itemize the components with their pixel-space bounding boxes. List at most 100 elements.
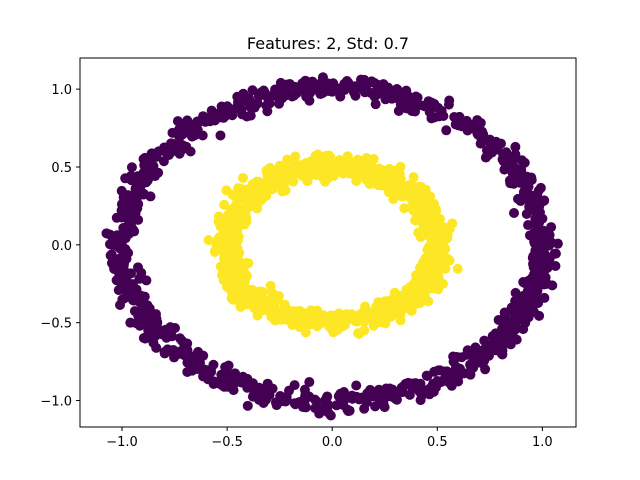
x-tick-label: −0.5 xyxy=(211,435,243,450)
data-point xyxy=(441,125,452,136)
data-point xyxy=(309,394,320,405)
data-point xyxy=(459,368,470,379)
data-point xyxy=(452,263,463,274)
data-point xyxy=(254,394,265,405)
data-point xyxy=(299,392,310,403)
data-point xyxy=(323,400,334,411)
data-point xyxy=(510,287,521,298)
data-point xyxy=(203,374,213,385)
data-point xyxy=(321,159,332,170)
data-point xyxy=(433,284,444,295)
data-point xyxy=(349,81,360,92)
data-point xyxy=(413,183,424,194)
data-point xyxy=(431,217,442,228)
data-point xyxy=(260,185,271,196)
data-point xyxy=(277,93,288,104)
data-point xyxy=(265,280,276,291)
data-point xyxy=(501,331,512,342)
data-point xyxy=(121,253,132,264)
data-point xyxy=(359,325,370,336)
x-tick-label: −1.0 xyxy=(106,435,138,450)
data-point xyxy=(325,410,336,421)
data-point xyxy=(209,112,220,123)
data-point xyxy=(159,348,170,359)
data-point xyxy=(267,289,278,300)
data-point xyxy=(483,350,494,361)
data-point xyxy=(299,171,310,182)
data-point xyxy=(456,121,467,132)
data-point xyxy=(537,213,548,224)
data-point xyxy=(481,145,492,156)
data-point xyxy=(125,317,136,328)
data-point xyxy=(223,360,234,371)
data-point xyxy=(398,381,409,392)
data-point xyxy=(424,262,435,273)
data-point xyxy=(190,361,201,372)
data-point xyxy=(236,104,247,115)
data-point xyxy=(352,314,363,325)
data-point xyxy=(419,282,430,293)
data-point xyxy=(124,213,135,224)
data-point xyxy=(134,320,145,331)
data-point xyxy=(428,207,439,218)
data-point xyxy=(510,141,521,152)
data-point xyxy=(504,323,515,334)
chart-title: Features: 2, Std: 0.7 xyxy=(247,34,409,53)
data-point xyxy=(355,74,366,85)
data-point xyxy=(421,370,432,381)
data-point xyxy=(276,82,287,93)
data-point xyxy=(174,348,185,359)
data-point xyxy=(140,160,151,171)
data-point xyxy=(120,233,131,244)
data-point xyxy=(226,108,237,119)
data-point xyxy=(497,154,508,165)
data-point xyxy=(534,310,545,321)
data-point xyxy=(378,387,389,398)
series-class-1 xyxy=(203,149,463,340)
data-point xyxy=(129,295,140,306)
data-point xyxy=(247,85,258,96)
data-point xyxy=(509,310,520,321)
data-point xyxy=(509,151,520,162)
data-point xyxy=(266,177,277,188)
data-point xyxy=(270,315,281,326)
data-point xyxy=(178,143,189,154)
data-point xyxy=(444,95,455,106)
x-tick-label: 0.5 xyxy=(427,435,448,450)
data-point xyxy=(215,130,226,141)
data-point xyxy=(144,303,155,314)
data-point xyxy=(495,338,506,349)
data-point xyxy=(182,338,193,349)
data-point xyxy=(484,134,495,145)
data-point xyxy=(370,401,381,412)
data-point xyxy=(339,79,350,90)
data-point xyxy=(351,380,362,391)
data-point xyxy=(308,306,319,317)
data-point xyxy=(170,323,181,334)
data-point xyxy=(370,99,381,110)
data-point xyxy=(264,98,275,109)
data-point xyxy=(546,222,557,233)
data-point xyxy=(106,258,117,269)
data-point xyxy=(390,189,401,200)
data-point xyxy=(129,306,140,317)
data-point xyxy=(188,120,199,131)
data-point xyxy=(393,105,404,116)
data-point xyxy=(199,364,210,375)
data-point xyxy=(300,327,311,338)
data-point xyxy=(326,310,337,321)
data-point xyxy=(366,161,377,172)
data-point xyxy=(264,301,275,312)
data-point xyxy=(377,83,388,94)
data-point xyxy=(379,296,390,307)
data-point xyxy=(544,253,555,264)
data-point xyxy=(539,236,550,247)
data-point xyxy=(412,92,423,103)
y-tick-label: 0.0 xyxy=(51,239,72,254)
data-point xyxy=(174,124,185,135)
data-point xyxy=(528,262,539,273)
y-tick-label: −1.0 xyxy=(40,395,72,410)
data-point xyxy=(526,283,537,294)
data-point xyxy=(160,328,171,339)
data-point xyxy=(415,208,426,219)
